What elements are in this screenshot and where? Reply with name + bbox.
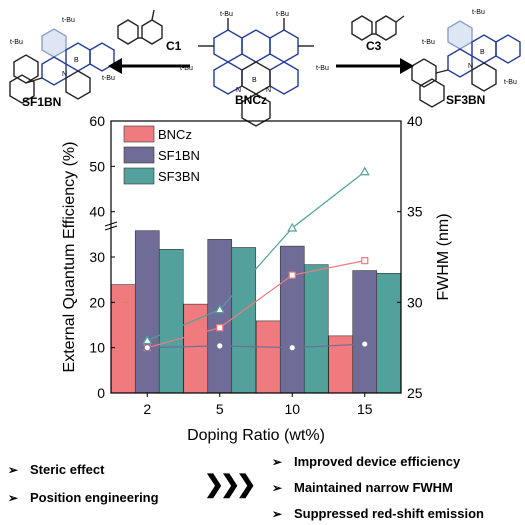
label-c3: C3 <box>366 39 382 53</box>
ytick-label-left-20: 20 <box>89 294 105 310</box>
legend-swatch-sf3bn <box>123 167 155 185</box>
arrow-to-sf3bn <box>336 58 414 74</box>
legend-label-bncz: BNCz <box>158 127 192 142</box>
atom-n-center-1: N <box>236 87 241 94</box>
bullet-arrow-icon: ➢ <box>272 507 283 521</box>
x-axis-label: Doping Ratio (wt%) <box>187 427 325 444</box>
ytick-label-right-35: 35 <box>407 204 423 220</box>
tbu-label-center-2: t-Bu <box>276 11 289 18</box>
fwhm-point-bncz-10 <box>288 271 296 279</box>
fwhm-point-sf3bn-2 <box>142 335 153 345</box>
bullet-arrow-icon: ➢ <box>272 455 283 469</box>
legend-label-sf3bn: SF3BN <box>158 169 200 184</box>
fwhm-point-sf1bn-2 <box>143 343 152 352</box>
bar-sf1bn-2 <box>134 230 160 394</box>
bar-sf1bn-15 <box>352 270 378 394</box>
fwhm-point-sf3bn-15 <box>359 166 370 176</box>
bullet-arrow-icon: ➢ <box>8 491 19 505</box>
tbu-label-right-2: t-Bu <box>422 39 435 46</box>
tbu-label-center-3: t-Bu <box>180 65 193 72</box>
xtick-label-15: 15 <box>357 401 373 417</box>
fwhm-point-sf3bn-5 <box>214 304 225 314</box>
fwhm-line-sf1bn <box>147 343 365 349</box>
xtick-label-10: 10 <box>284 401 300 417</box>
bncz-structure <box>198 18 314 127</box>
summary-right-item-1: ➢ Maintained narrow FWHM <box>272 480 453 495</box>
label-sf3bn: SF3BN <box>446 93 485 107</box>
atom-b-left: B <box>74 57 79 64</box>
ytick-label-left-0: 0 <box>97 385 105 401</box>
fwhm-point-bncz-5 <box>216 324 224 332</box>
ytick-label-left-50: 50 <box>89 158 105 174</box>
xtick-label-2: 2 <box>143 401 151 417</box>
c3-fluorene-structure <box>351 15 405 41</box>
bar-sf3bn-10 <box>303 264 329 394</box>
summary-left-item-0: ➢ Steric effect <box>8 462 105 477</box>
fwhm-point-bncz-15 <box>361 257 369 265</box>
sf3bn-structure <box>411 20 521 108</box>
bar-bncz-2 <box>110 284 136 394</box>
atom-n-right: N <box>468 63 473 70</box>
ytick-label-right-30: 30 <box>407 294 423 310</box>
tbu-label-right-3: t-Bu <box>504 79 517 86</box>
c1-fluorene-structure <box>117 9 163 45</box>
tbu-label-right-1: t-Bu <box>472 9 485 16</box>
sf1bn-structure <box>9 28 115 104</box>
bar-sf3bn-5 <box>231 247 257 394</box>
ytick-label-right-25: 25 <box>407 385 423 401</box>
fwhm-point-sf3bn-10 <box>287 222 298 232</box>
arrow-to-sf1bn <box>108 58 190 74</box>
fwhm-line-sf3bn <box>147 171 366 341</box>
summary-left-item-1: ➢ Position engineering <box>8 490 159 505</box>
bullet-arrow-icon: ➢ <box>272 481 283 495</box>
ytick-label-left-40: 40 <box>89 204 105 220</box>
summary-right-item-0: ➢ Improved device efficiency <box>272 454 461 469</box>
summary-right-item-2: ➢ Suppressed red-shift emission <box>272 506 484 521</box>
summary-arrow: ❯❯❯ <box>204 470 256 499</box>
legend-label-sf1bn: SF1BN <box>158 148 200 163</box>
fwhm-point-sf1bn-15 <box>360 340 369 348</box>
tbu-label-center-1: t-Bu <box>220 11 233 18</box>
tbu-label-left-2: t-Bu <box>10 39 23 46</box>
tbu-label-left-3: t-Bu <box>102 75 115 82</box>
label-sf1bn: SF1BN <box>22 95 61 109</box>
atom-b-center: B <box>252 77 257 84</box>
bar-sf1bn-10 <box>279 245 305 394</box>
legend-swatch-sf1bn <box>123 146 155 164</box>
atom-n-left: N <box>62 71 67 78</box>
y-axis-label-right: FWHM (nm) <box>435 213 452 300</box>
ytick-label-left-10: 10 <box>89 340 105 356</box>
y-axis-label-left: External Quantum Efficiency (%) <box>61 142 78 373</box>
bullet-arrow-icon: ➢ <box>8 463 19 477</box>
ytick-label-right-40: 40 <box>407 113 423 129</box>
bar-sf3bn-15 <box>376 273 402 394</box>
bar-sf1bn-5 <box>207 239 233 394</box>
tbu-label-left-1: t-Bu <box>62 17 75 24</box>
atom-n-center-2: N <box>266 87 271 94</box>
label-bncz: BNCz <box>235 93 267 107</box>
xtick-label-5: 5 <box>216 401 224 417</box>
tbu-label-center-4: t-Bu <box>316 65 329 72</box>
label-c1: C1 <box>166 39 182 53</box>
atom-b-right: B <box>480 49 485 56</box>
fwhm-line-bncz <box>147 260 365 349</box>
ytick-label-left-60: 60 <box>89 113 105 129</box>
bar-bncz-5 <box>183 303 209 394</box>
molecule-scheme <box>9 9 521 127</box>
bar-sf3bn-2 <box>158 248 184 394</box>
legend-swatch-bncz <box>123 125 155 143</box>
triple-chevron-icon: ❯❯❯ <box>204 471 256 498</box>
fwhm-point-sf1bn-5 <box>215 342 224 350</box>
ytick-label-left-30: 30 <box>89 249 105 265</box>
bar-bncz-10 <box>255 320 281 394</box>
fwhm-point-sf1bn-10 <box>288 343 297 352</box>
